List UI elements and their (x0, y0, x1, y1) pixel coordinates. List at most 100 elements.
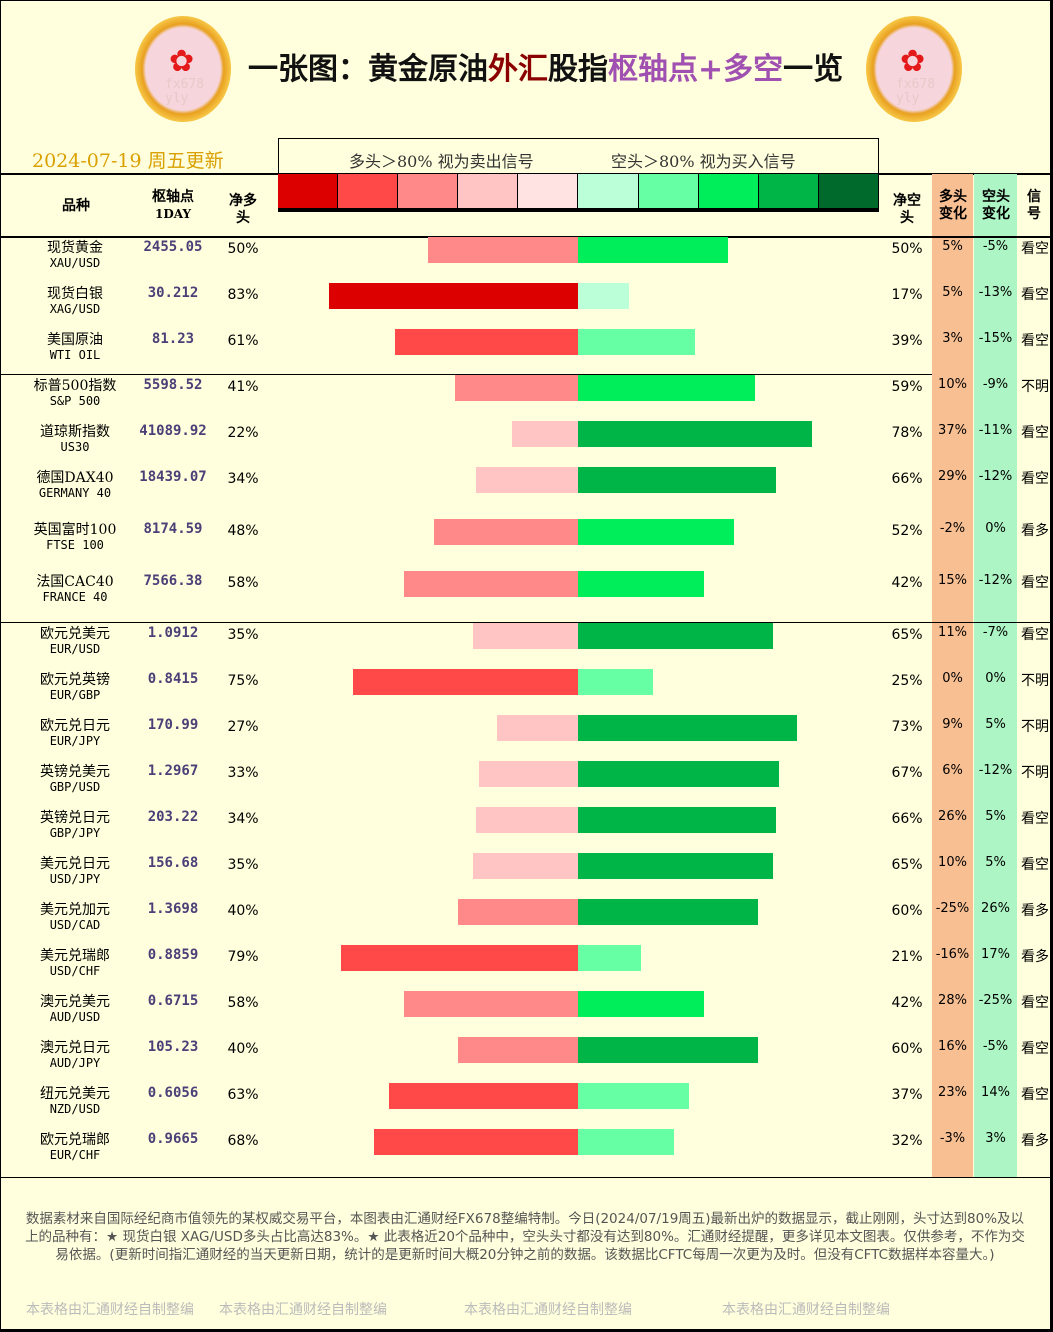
pivot-value: 5598.52 (143, 377, 203, 393)
long-change: 10% (938, 377, 967, 392)
signal: 看多 (1021, 903, 1049, 919)
long-change: -3% (939, 1131, 966, 1146)
net-long-pct: 40% (227, 1041, 259, 1057)
signal: 看空 (1021, 241, 1049, 257)
title-part: 股指 (548, 52, 608, 87)
pivot-value: 0.6715 (147, 993, 199, 1009)
short-bar (578, 421, 812, 447)
net-short-pct: 60% (891, 903, 923, 919)
instrument-name: 欧元兑瑞郎 (40, 1132, 110, 1148)
long-bar (476, 807, 578, 833)
instrument-name: 美元兑瑞郎 (40, 948, 110, 964)
instrument-name: 澳元兑日元 (40, 1040, 110, 1056)
pivot-value: 0.9665 (147, 1131, 199, 1147)
long-bar (473, 853, 578, 879)
net-short-pct: 37% (891, 1087, 923, 1103)
instrument-name: 现货白银 (47, 286, 103, 302)
long-change: 11% (938, 625, 967, 640)
instrument-name: 英国富时100 (33, 522, 117, 538)
pivot-value: 105.23 (147, 1039, 199, 1055)
update-date: 2024-07-19 周五更新 (32, 150, 224, 172)
instrument-name: 纽元兑美元 (40, 1086, 110, 1102)
net-short-pct: 65% (891, 857, 923, 873)
instrument-name: 美国原油 (47, 332, 103, 348)
pivot-value: 7566.38 (143, 573, 203, 589)
net-long-pct: 58% (227, 575, 259, 591)
short-change: 14% (981, 1085, 1010, 1100)
instrument-code: EUR/JPY (49, 734, 101, 748)
long-change: 9% (942, 717, 963, 732)
instrument-code: WTI OIL (49, 348, 101, 362)
header-name: 品种 (62, 198, 90, 214)
long-bar (476, 467, 578, 493)
net-long-pct: 68% (227, 1133, 259, 1149)
long-change: 15% (938, 573, 967, 588)
short-bar (578, 1129, 674, 1155)
signal: 不明 (1021, 719, 1049, 735)
net-long-pct: 27% (227, 719, 259, 735)
short-change: -12% (978, 763, 1013, 778)
net-long-pct: 35% (227, 627, 259, 643)
pivot-value: 203.22 (147, 809, 199, 825)
legend-swatch (278, 174, 339, 208)
instrument-name: 英镑兑日元 (40, 810, 110, 826)
net-long-pct: 75% (227, 673, 259, 689)
pivot-value: 8174.59 (143, 521, 203, 537)
long-bar (428, 237, 578, 263)
long-change: 0% (942, 671, 963, 686)
instrument-code: FTSE 100 (46, 538, 104, 552)
signal: 不明 (1021, 673, 1049, 689)
instrument-name: 德国DAX40 (36, 470, 114, 486)
short-bar (578, 853, 773, 879)
signal: 看空 (1021, 857, 1049, 873)
long-bar (389, 1083, 578, 1109)
short-bar (578, 571, 704, 597)
watermark: 本表格由汇通财经自制整编 (464, 1302, 632, 1318)
pivot-value: 41089.92 (139, 423, 207, 439)
long-bar (458, 899, 578, 925)
net-short-pct: 73% (891, 719, 923, 735)
net-long-pct: 50% (227, 241, 259, 257)
net-short-pct: 78% (891, 425, 923, 441)
short-bar (578, 375, 755, 401)
instrument-name: 欧元兑美元 (40, 626, 110, 642)
short-change: 5% (985, 809, 1006, 824)
short-bar (578, 899, 758, 925)
footer-note: 数据素材来自国际经纪商市值领先的某权威交易平台，本图表由汇通财经FX678整编特… (25, 1211, 1025, 1263)
short-bar (578, 283, 629, 309)
long-change: 16% (938, 1039, 967, 1054)
long-bar (512, 421, 578, 447)
instrument-code: USD/JPY (49, 872, 101, 886)
signal: 不明 (1021, 765, 1049, 781)
instrument-name: 现货黄金 (47, 240, 103, 256)
legend-swatch (398, 174, 459, 208)
title-part: 一览 (783, 52, 844, 87)
group-divider (0, 622, 1053, 623)
legend-note: 多头＞80% 视为卖出信号 空头＞80% 视为买入信号 (278, 138, 879, 174)
instrument-code: GERMANY 40 (38, 486, 112, 500)
instrument-name: 欧元兑英镑 (40, 672, 110, 688)
pivot-value: 81.23 (151, 331, 195, 347)
net-short-pct: 67% (891, 765, 923, 781)
instrument-code: XAG/USD (49, 302, 101, 316)
net-short-pct: 60% (891, 1041, 923, 1057)
instrument-name: 美元兑加元 (40, 902, 110, 918)
long-bar (353, 669, 578, 695)
short-bar (578, 467, 776, 493)
color-legend (278, 174, 879, 212)
short-bar (578, 807, 776, 833)
net-short-pct: 52% (891, 523, 923, 539)
net-long-pct: 35% (227, 857, 259, 873)
net-short-pct: 39% (891, 333, 923, 349)
short-change: 26% (981, 901, 1010, 916)
legend-swatch (638, 174, 699, 208)
short-change: 0% (985, 521, 1006, 536)
long-bar (455, 375, 578, 401)
long-change: -16% (935, 947, 970, 962)
header-pivot: 枢轴点 1DAY (135, 189, 211, 223)
logo-left: ✿ fx678 yly (135, 16, 231, 122)
short-change: 3% (985, 1131, 1006, 1146)
group-divider (0, 374, 932, 375)
net-long-pct: 79% (227, 949, 259, 965)
